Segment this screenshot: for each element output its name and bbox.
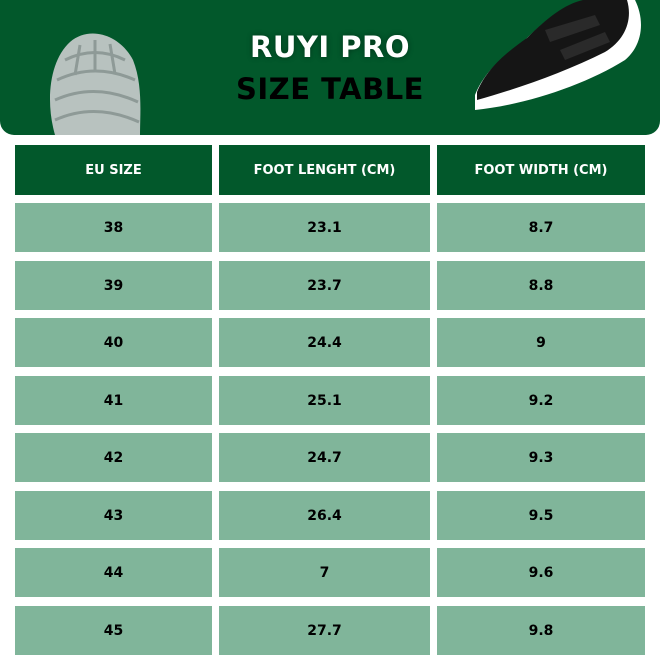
header-banner: RUYI PRO SIZE TABLE bbox=[0, 0, 660, 135]
size-table-title: SIZE TABLE bbox=[236, 72, 424, 106]
brand-title: RUYI PRO bbox=[249, 30, 410, 64]
foot-length-cell: 25.1 bbox=[219, 376, 430, 425]
eu-size-cell: 41 bbox=[15, 376, 212, 425]
column-header-foot-width: FOOT WIDTH (CM) bbox=[437, 145, 645, 195]
foot-length-cell: 23.7 bbox=[219, 261, 430, 310]
foot-width-cell: 9.8 bbox=[437, 606, 645, 655]
foot-length-cell: 26.4 bbox=[219, 491, 430, 540]
foot-length-cell: 24.4 bbox=[219, 318, 430, 367]
shoe-sole-image bbox=[50, 33, 141, 135]
foot-length-cell: 23.1 bbox=[219, 203, 430, 252]
foot-width-cell: 9 bbox=[437, 318, 645, 367]
eu-size-cell: 43 bbox=[15, 491, 212, 540]
column-header-eu-size: EU SIZE bbox=[15, 145, 212, 195]
foot-width-cell: 8.7 bbox=[437, 203, 645, 252]
column-header-foot-length: FOOT LENGHT (CM) bbox=[219, 145, 430, 195]
eu-size-cell: 44 bbox=[15, 548, 212, 597]
eu-size-cell: 40 bbox=[15, 318, 212, 367]
eu-size-cell: 42 bbox=[15, 433, 212, 482]
foot-width-cell: 9.5 bbox=[437, 491, 645, 540]
foot-length-cell: 27.7 bbox=[219, 606, 430, 655]
foot-width-cell: 9.2 bbox=[437, 376, 645, 425]
eu-size-cell: 38 bbox=[15, 203, 212, 252]
foot-length-cell: 7 bbox=[219, 548, 430, 597]
foot-length-cell: 24.7 bbox=[219, 433, 430, 482]
foot-width-cell: 8.8 bbox=[437, 261, 645, 310]
shoe-image bbox=[475, 0, 641, 110]
foot-width-cell: 9.3 bbox=[437, 433, 645, 482]
foot-width-cell: 9.6 bbox=[437, 548, 645, 597]
eu-size-cell: 45 bbox=[15, 606, 212, 655]
eu-size-cell: 39 bbox=[15, 261, 212, 310]
